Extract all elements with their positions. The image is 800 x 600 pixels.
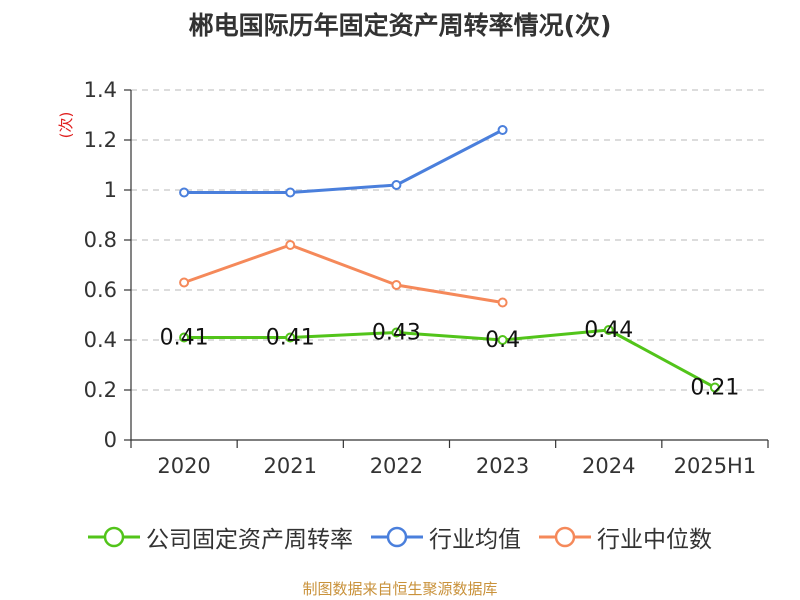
y-tick-label: 1.2 [84,128,117,152]
x-tick-label: 2024 [582,454,635,478]
legend-marker [386,526,408,548]
y-tick-label: 0.4 [84,328,117,352]
data-label: 0.4 [485,328,520,353]
legend-item-2[interactable]: 行业中位数 [539,520,712,554]
x-tick-label: 2022 [370,454,423,478]
legend-swatch-icon [539,526,591,548]
x-tick-label: 2020 [157,454,210,478]
x-tick-label: 2023 [476,454,529,478]
y-tick-label: 0.2 [84,378,117,402]
data-label: 0.21 [690,376,739,401]
legend-item-0[interactable]: 公司固定资产周转率 [88,520,353,554]
series-lines [179,125,720,393]
y-axis-unit-label: (次) [57,112,75,139]
data-point-0 [285,332,296,343]
data-source-note: 制图数据来自恒生聚源数据库 [302,580,498,598]
legend-swatch-icon [371,526,423,548]
chart-title: 郴电国际历年固定资产周转率情况(次) [188,11,612,40]
data-point-2 [285,240,296,250]
legend-label: 行业中位数 [597,527,712,553]
series-line-1 [184,128,504,194]
legend-swatch-icon [88,526,140,548]
y-tick-label: 1.4 [84,78,117,102]
data-point-1 [497,125,508,135]
data-point-0 [179,332,190,343]
legend-label: 行业均值 [429,527,521,553]
data-point-0 [709,382,720,393]
data-point-2 [391,280,402,290]
series-line-2 [183,243,503,304]
gridlines [131,89,768,391]
chart-legend: 公司固定资产周转率 行业均值 行业中位数 [0,520,800,554]
x-tick-label: 2025H1 [674,454,757,478]
data-point-2 [497,297,508,308]
data-point-1 [391,180,402,190]
data-point-2 [179,277,190,288]
axes: 0 0.2 0.4 0.6 0.8 1 1.2 1.4 2020 2021 2022 2023 2024… [57,78,769,478]
data-point-1 [285,187,296,198]
series-line-0 [184,328,716,389]
y-tick-label: 1 [104,178,117,202]
y-tick-label: 0 [104,428,117,452]
data-point-0 [391,327,402,338]
data-label: 0.41 [266,326,315,351]
x-tick-label: 2021 [264,454,317,478]
legend-item-1[interactable]: 行业均值 [371,520,521,554]
legend-marker [103,526,125,548]
y-tick-label: 0.8 [84,228,117,252]
data-point-0 [603,325,614,335]
y-tick-label: 0.6 [84,278,117,302]
legend-label: 公司固定资产周转率 [146,527,353,553]
legend-marker [554,526,576,548]
data-label: 0.44 [584,318,633,343]
data-labels: 0.41 0.41 0.43 0.4 0.44 0.21 [160,318,740,401]
data-point-0 [497,335,508,345]
data-label: 0.41 [160,326,209,351]
data-point-1 [179,187,190,198]
data-label: 0.43 [372,321,421,346]
